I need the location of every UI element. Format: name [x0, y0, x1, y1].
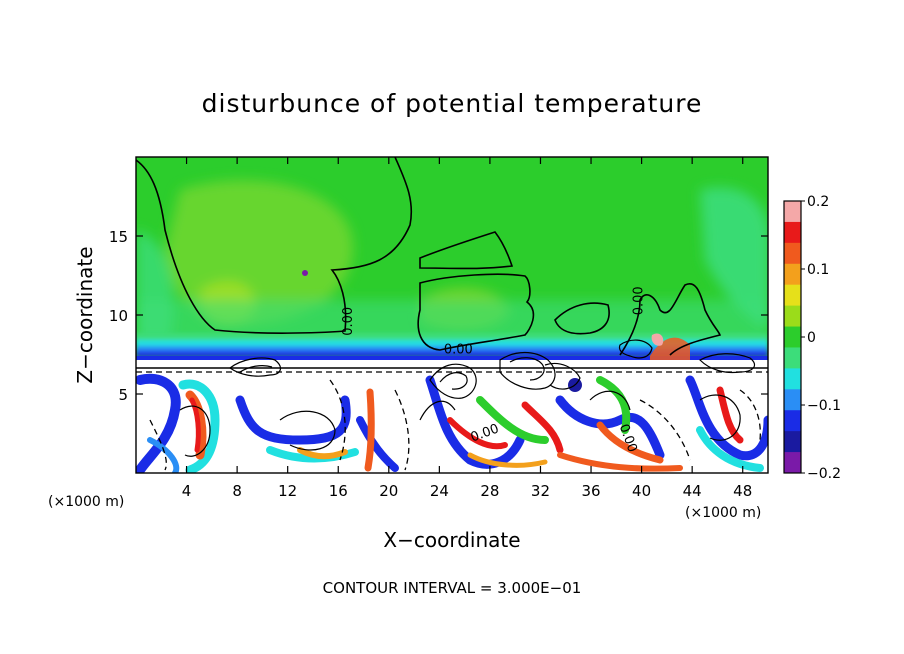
x-tick-label: 32 [531, 482, 550, 500]
colorbar-labels: 0.2 0.1 0 −0.1 −0.2 [801, 194, 841, 482]
y-tick-label: 10 [109, 307, 128, 325]
x-tick-label: 24 [430, 482, 449, 500]
colorbar-tick-label: 0.2 [807, 194, 829, 210]
colorbar-swatch [784, 242, 801, 265]
colorbar [783, 200, 802, 474]
y-axis-title: Z−coordinate [73, 246, 97, 383]
colorbar-swatch [784, 221, 801, 244]
x-tick-label: 40 [632, 482, 651, 500]
colorbar-swatch [784, 389, 801, 411]
colorbar-swatch [784, 326, 801, 348]
colorbar-swatch [784, 431, 801, 453]
x-tick-label: 28 [480, 482, 499, 500]
x-tick-label: 12 [278, 482, 297, 500]
colorbar-swatch [784, 305, 801, 328]
contour-label: 0.00 [444, 342, 473, 357]
x-unit-left: (×1000 m) [48, 494, 124, 510]
x-axis: 4 8 12 16 20 24 28 32 36 40 44 48 [182, 157, 752, 500]
contour-interval-note: CONTOUR INTERVAL = 3.000E−01 [323, 579, 582, 597]
contour-labels: 0.000.000.000.00 0.00 [341, 286, 647, 454]
y-tick-label: 15 [109, 228, 128, 246]
heatmap-field [136, 157, 768, 473]
y-axis: 5 10 15 [109, 228, 768, 404]
x-axis-title: X−coordinate [383, 528, 520, 552]
colorbar-tick-label: −0.2 [807, 466, 841, 482]
x-unit-right: (×1000 m) [685, 505, 761, 521]
contour-label: 0.00 [632, 286, 647, 315]
colorbar-swatch [784, 410, 801, 432]
colorbar-tick-label: 0.1 [807, 262, 829, 278]
x-tick-label: 16 [329, 482, 348, 500]
x-tick-label: 4 [182, 482, 192, 500]
x-tick-label: 8 [232, 482, 242, 500]
contour-label: 0.00 [341, 307, 356, 336]
x-tick-label: 48 [733, 482, 752, 500]
chart-title: disturbunce of potential temperature [202, 89, 703, 118]
colorbar-swatch [784, 368, 801, 390]
y-tick-label: 5 [118, 386, 128, 404]
colorbar-swatch [784, 284, 801, 307]
x-tick-label: 20 [379, 482, 398, 500]
x-tick-label: 44 [683, 482, 702, 500]
colorbar-tick-label: −0.1 [807, 398, 841, 414]
x-tick-label: 36 [581, 482, 600, 500]
colorbar-swatch [784, 201, 801, 223]
colorbar-tick-label: 0 [807, 330, 816, 346]
colorbar-swatch [784, 263, 801, 286]
colorbar-swatch [784, 347, 801, 369]
zero-contours [136, 157, 768, 369]
colorbar-swatch [784, 452, 801, 474]
